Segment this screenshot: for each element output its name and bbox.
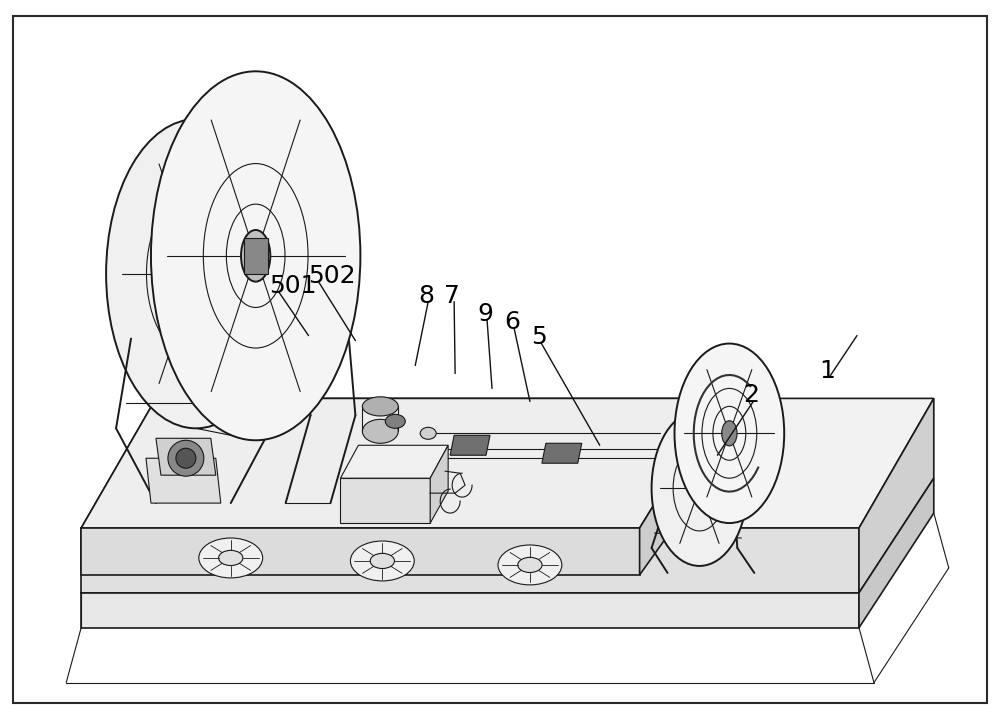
Polygon shape <box>81 528 859 593</box>
Ellipse shape <box>219 550 243 566</box>
Polygon shape <box>81 593 859 627</box>
Ellipse shape <box>518 558 542 573</box>
Polygon shape <box>244 238 268 274</box>
Polygon shape <box>81 398 719 528</box>
Ellipse shape <box>362 397 398 416</box>
Text: 8: 8 <box>418 284 434 308</box>
Text: 502: 502 <box>309 264 356 288</box>
Polygon shape <box>340 478 430 523</box>
Polygon shape <box>430 445 448 523</box>
Polygon shape <box>156 438 216 475</box>
Text: 9: 9 <box>477 302 493 326</box>
Ellipse shape <box>168 441 204 476</box>
Polygon shape <box>450 435 490 455</box>
Polygon shape <box>859 478 934 627</box>
Ellipse shape <box>692 475 707 501</box>
Ellipse shape <box>199 538 263 578</box>
Polygon shape <box>640 398 719 575</box>
Ellipse shape <box>362 419 398 443</box>
Polygon shape <box>859 398 934 593</box>
Text: 2: 2 <box>743 383 759 407</box>
Text: 7: 7 <box>444 284 460 308</box>
Ellipse shape <box>722 421 737 446</box>
Text: 1: 1 <box>819 359 835 383</box>
Text: 5: 5 <box>531 324 547 348</box>
Ellipse shape <box>370 553 394 569</box>
Polygon shape <box>146 458 221 503</box>
Polygon shape <box>81 398 934 528</box>
Polygon shape <box>542 443 582 463</box>
Ellipse shape <box>420 427 436 439</box>
Ellipse shape <box>498 545 562 585</box>
Ellipse shape <box>385 414 405 428</box>
Polygon shape <box>340 445 448 478</box>
Text: 501: 501 <box>269 274 316 298</box>
Text: 6: 6 <box>504 310 520 334</box>
Ellipse shape <box>675 344 784 523</box>
Ellipse shape <box>350 541 414 581</box>
Ellipse shape <box>151 71 360 441</box>
Ellipse shape <box>241 230 270 281</box>
Polygon shape <box>658 470 741 493</box>
Ellipse shape <box>106 119 286 428</box>
Polygon shape <box>81 528 640 575</box>
Ellipse shape <box>652 410 747 566</box>
Ellipse shape <box>176 449 196 468</box>
Ellipse shape <box>180 246 212 302</box>
